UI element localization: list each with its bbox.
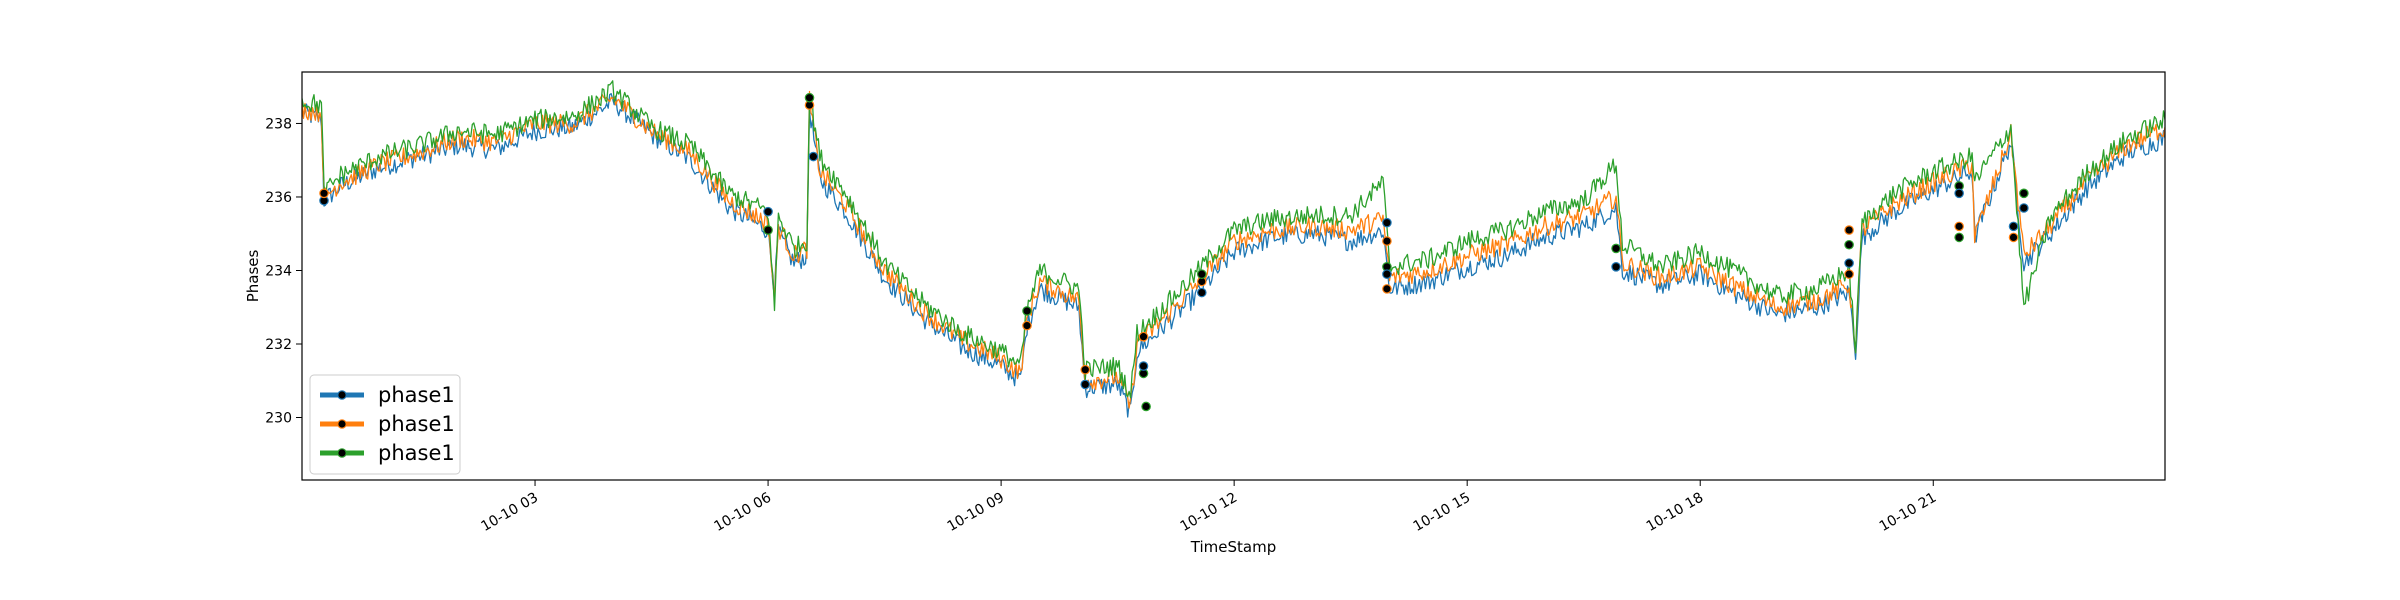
- legend-label: phase1: [378, 383, 455, 407]
- data-marker: [1080, 364, 1091, 375]
- marker-layer: [319, 92, 2029, 412]
- data-marker: [763, 206, 773, 217]
- data-marker: [763, 225, 773, 235]
- data-marker: [2008, 232, 2019, 243]
- x-axis: 10-10 03 10-10 06 10-10 09 10-10 12 10-10 15…: [479, 480, 1940, 535]
- legend-marker: [337, 390, 347, 400]
- legend-box: [309, 374, 461, 475]
- axes-frame: [301, 71, 2166, 481]
- x-axis-label: TimeStamp: [1190, 538, 1276, 556]
- data-marker: [1382, 269, 1392, 279]
- y-axis: 230 232 234 236 238: [265, 116, 302, 427]
- x-tick-label: 10-10 15: [1411, 490, 1474, 535]
- data-marker: [1382, 217, 1392, 228]
- data-marker: [1022, 306, 1032, 316]
- data-marker: [1844, 239, 1854, 250]
- legend: phase1 phase1 phase1: [309, 374, 461, 475]
- series-line-2: [302, 90, 2165, 409]
- legend-label: phase1: [378, 441, 455, 465]
- data-marker: [1138, 331, 1149, 342]
- data-marker: [2019, 188, 2029, 199]
- x-tick-label: 10-10 18: [1644, 490, 1707, 535]
- data-marker: [1196, 287, 1207, 298]
- data-marker: [808, 151, 819, 162]
- y-tick-label: 236: [265, 190, 292, 206]
- data-marker: [1196, 269, 1207, 279]
- data-marker: [1138, 361, 1149, 371]
- data-marker: [1022, 320, 1032, 331]
- legend-marker: [337, 448, 347, 458]
- data-marker: [1141, 401, 1151, 412]
- data-marker: [1611, 262, 1621, 272]
- data-marker: [804, 92, 815, 103]
- y-tick-label: 234: [265, 263, 292, 279]
- series-line-3: [302, 80, 2165, 399]
- x-tick-label: 10-10 06: [712, 490, 775, 535]
- data-marker: [1954, 232, 1964, 243]
- data-marker: [2008, 221, 2019, 232]
- y-axis-label: Phases: [244, 250, 262, 303]
- x-tick-label: 10-10 21: [1877, 490, 1940, 535]
- data-marker: [1954, 221, 1964, 232]
- y-tick-label: 230: [265, 411, 292, 427]
- series-line-1: [302, 93, 2165, 418]
- x-tick-label: 10-10 09: [945, 490, 1008, 535]
- y-tick-label: 232: [265, 337, 292, 353]
- x-tick-label: 10-10 03: [479, 490, 542, 535]
- legend-marker: [337, 419, 347, 429]
- data-marker: [2019, 203, 2029, 213]
- series-layer: [302, 80, 2165, 418]
- data-marker: [1611, 243, 1621, 254]
- data-marker: [319, 188, 329, 199]
- data-marker: [1844, 269, 1854, 279]
- data-marker: [1954, 188, 1964, 199]
- legend-label: phase1: [378, 412, 455, 436]
- y-tick-label: 238: [265, 116, 292, 132]
- data-marker: [1844, 258, 1854, 268]
- x-tick-label: 10-10 12: [1178, 490, 1241, 535]
- data-marker: [1382, 284, 1392, 294]
- data-marker: [1382, 236, 1392, 246]
- data-marker: [1844, 225, 1854, 235]
- data-marker: [1080, 379, 1091, 390]
